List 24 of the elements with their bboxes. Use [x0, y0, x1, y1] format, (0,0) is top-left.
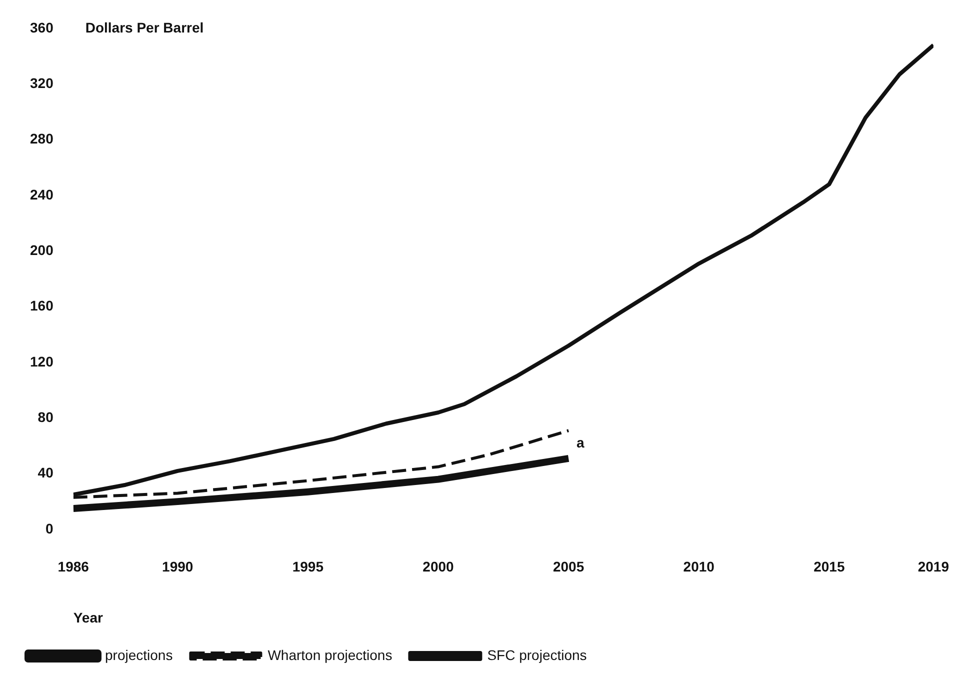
y-tick-label: 320	[30, 74, 54, 91]
y-tick-label: 360	[30, 19, 54, 36]
y-tick-label: 280	[30, 130, 54, 147]
annotation: a	[576, 434, 585, 450]
legend-label: SFC projections	[487, 646, 587, 663]
x-tick-label: 1986	[58, 558, 90, 575]
y-tick-label: 160	[30, 298, 54, 314]
y-tick-label: 200	[30, 242, 54, 258]
y-tick-label: 40	[38, 464, 54, 481]
legend-label: Wharton projections	[268, 646, 392, 663]
y-tick-label: 80	[38, 408, 54, 425]
legend-label: projections	[105, 646, 173, 663]
x-tick-label: 2015	[814, 558, 845, 575]
x-axis-title: Year	[73, 609, 104, 626]
x-tick-label: 1995	[292, 558, 324, 575]
y-tick-label: 120	[30, 353, 54, 370]
x-tick-label: 2010	[683, 558, 715, 575]
x-tick-label: 2005	[552, 558, 584, 575]
x-tick-label: 1990	[162, 558, 194, 575]
y-tick-label: 0	[46, 520, 54, 536]
y-axis-title: Dollars Per Barrel	[85, 19, 204, 36]
x-tick-label: 2019	[918, 558, 950, 575]
x-tick-label: 2000	[422, 558, 454, 575]
y-tick-label: 240	[30, 186, 54, 202]
